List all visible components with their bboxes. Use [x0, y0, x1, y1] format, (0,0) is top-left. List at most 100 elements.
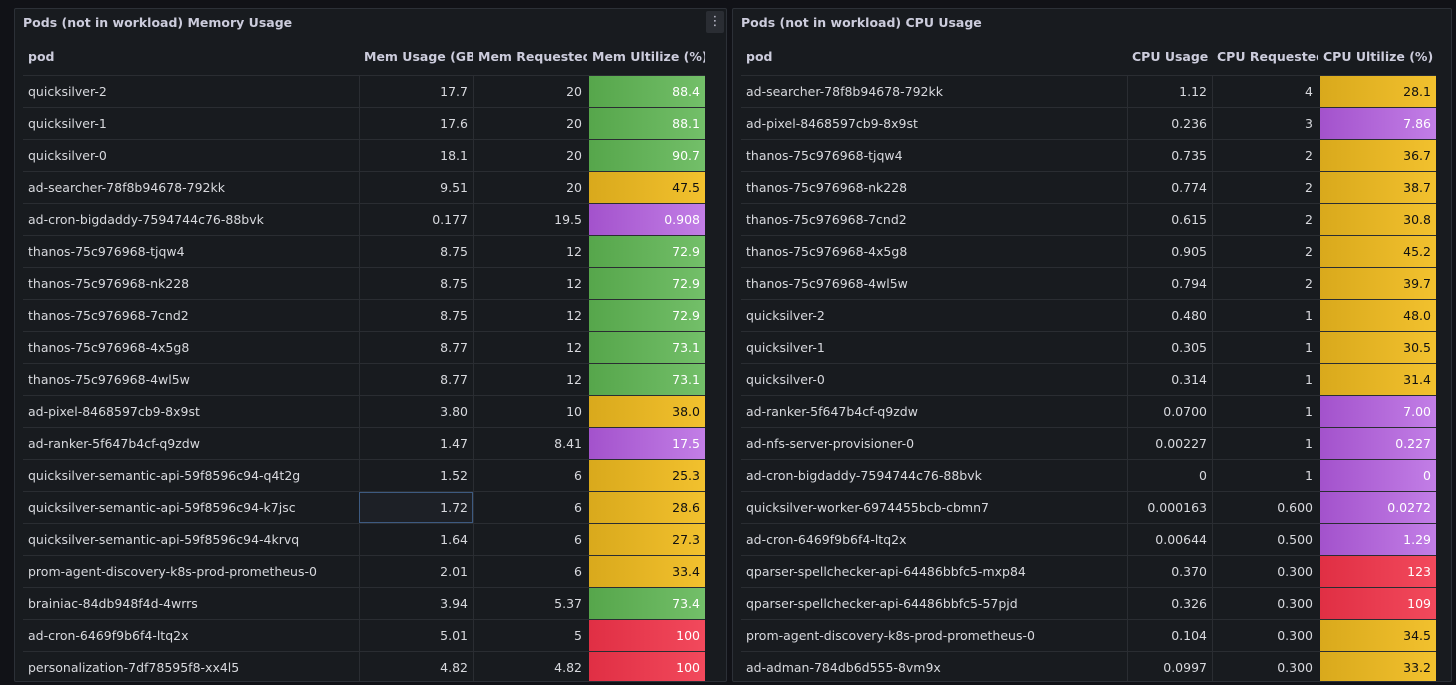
table-row[interactable]: ad-ranker-5f647b4cf-q9zdw 0.0700 1 7.00 [741, 395, 1436, 427]
table-row[interactable]: thanos-75c976968-nk228 0.774 2 38.7 [741, 171, 1436, 203]
requested-cell: 1 [1212, 300, 1318, 331]
panel-title[interactable]: Pods (not in workload) CPU Usage [741, 15, 982, 30]
table-row[interactable]: qparser-spellchecker-api-64486bbfc5-57pj… [741, 587, 1436, 619]
usage-cell: 0 [1127, 460, 1212, 491]
pod-name-cell: ad-searcher-78f8b94678-792kk [28, 180, 225, 195]
usage-cell: 0.735 [1127, 140, 1212, 171]
col-header-utilize[interactable]: CPU Ultilize (%) [1323, 49, 1434, 64]
usage-cell: 4.82 [359, 652, 473, 681]
usage-cell: 0.480 [1127, 300, 1212, 331]
table-row[interactable]: ad-nfs-server-provisioner-0 0.00227 1 0.227 [741, 427, 1436, 459]
requested-cell: 12 [473, 332, 587, 363]
usage-cell: 3.80 [359, 396, 473, 427]
table-row[interactable]: personalization-7df78595f8-xx4l5 4.82 4.82… [23, 651, 705, 681]
table-row[interactable]: thanos-75c976968-tjqw4 0.735 2 36.7 [741, 139, 1436, 171]
table-row[interactable]: thanos-75c976968-nk228 8.75 12 72.9 [23, 267, 705, 299]
pod-name-cell: thanos-75c976968-7cnd2 [28, 308, 189, 323]
usage-cell: 0.794 [1127, 268, 1212, 299]
table-row[interactable]: thanos-75c976968-7cnd2 8.75 12 72.9 [23, 299, 705, 331]
utilize-cell: 7.00 [1318, 396, 1436, 427]
table-row[interactable]: qparser-spellchecker-api-64486bbfc5-mxp8… [741, 555, 1436, 587]
usage-cell: 17.7 [359, 76, 473, 107]
table-row[interactable]: quicksilver-worker-6974455bcb-cbmn7 0.000… [741, 491, 1436, 523]
table-row[interactable]: ad-pixel-8468597cb9-8x9st 0.236 3 7.86 [741, 107, 1436, 139]
utilize-cell: 28.6 [587, 492, 705, 523]
table-row[interactable]: thanos-75c976968-tjqw4 8.75 12 72.9 [23, 235, 705, 267]
table-row[interactable]: ad-cron-6469f9b6f4-ltq2x 0.00644 0.500 1.29 [741, 523, 1436, 555]
requested-cell: 6 [473, 492, 587, 523]
col-header-utilize[interactable]: Mem Ultilize (%) [592, 49, 705, 64]
panel-header: Pods (not in workload) Memory Usage ⋮ [15, 9, 726, 37]
table-row[interactable]: ad-searcher-78f8b94678-792kk 9.51 20 47.5 [23, 171, 705, 203]
requested-cell: 1 [1212, 428, 1318, 459]
table-row[interactable]: quicksilver-2 17.7 20 88.4 [23, 75, 705, 107]
usage-cell: 1.52 [359, 460, 473, 491]
table-row[interactable]: thanos-75c976968-4wl5w 0.794 2 39.7 [741, 267, 1436, 299]
pod-name-cell: thanos-75c976968-nk228 [28, 276, 190, 291]
requested-cell: 4.82 [473, 652, 587, 681]
utilize-cell: 88.4 [587, 76, 705, 107]
pod-name-cell: qparser-spellchecker-api-64486bbfc5-mxp8… [746, 564, 1026, 579]
usage-cell: 8.77 [359, 332, 473, 363]
requested-cell: 5 [473, 620, 587, 651]
requested-cell: 12 [473, 268, 587, 299]
table-row[interactable]: quicksilver-semantic-api-59f8596c94-k7js… [23, 491, 705, 523]
table-row[interactable]: quicksilver-0 0.314 1 31.4 [741, 363, 1436, 395]
usage-cell: 8.75 [359, 236, 473, 267]
table-row[interactable]: ad-cron-bigdaddy-7594744c76-88bvk 0.177 19… [23, 203, 705, 235]
utilize-cell: 47.5 [587, 172, 705, 203]
col-header-pod[interactable]: pod [746, 49, 773, 64]
table-row[interactable]: ad-pixel-8468597cb9-8x9st 3.80 10 38.0 [23, 395, 705, 427]
requested-cell: 2 [1212, 140, 1318, 171]
pod-name-cell: ad-nfs-server-provisioner-0 [746, 436, 915, 451]
table-row[interactable]: quicksilver-2 0.480 1 48.0 [741, 299, 1436, 331]
requested-cell: 10 [473, 396, 587, 427]
utilize-cell: 0.908 [587, 204, 705, 235]
pod-name-cell: ad-ranker-5f647b4cf-q9zdw [746, 404, 918, 419]
requested-cell: 1 [1212, 460, 1318, 491]
col-header-usage[interactable]: CPU Usage [1132, 49, 1209, 64]
table-row[interactable]: thanos-75c976968-4wl5w 8.77 12 73.1 [23, 363, 705, 395]
pod-name-cell: qparser-spellchecker-api-64486bbfc5-57pj… [746, 596, 1018, 611]
panel-menu-icon[interactable]: ⋮ [706, 11, 724, 33]
utilize-cell: 38.7 [1318, 172, 1436, 203]
usage-cell: 1.72 [359, 492, 473, 523]
utilize-cell: 7.86 [1318, 108, 1436, 139]
pod-name-cell: quicksilver-semantic-api-59f8596c94-k7js… [28, 500, 296, 515]
requested-cell: 4 [1212, 76, 1318, 107]
table-row[interactable]: ad-cron-bigdaddy-7594744c76-88bvk 0 1 0 [741, 459, 1436, 491]
col-header-usage[interactable]: Mem Usage (GB [364, 49, 473, 64]
table-row[interactable]: ad-ranker-5f647b4cf-q9zdw 1.47 8.41 17.5 [23, 427, 705, 459]
panel-title[interactable]: Pods (not in workload) Memory Usage [23, 15, 293, 30]
pod-name-cell: quicksilver-1 [28, 116, 107, 131]
table-row[interactable]: ad-searcher-78f8b94678-792kk 1.12 4 28.1 [741, 75, 1436, 107]
table-row[interactable]: quicksilver-semantic-api-59f8596c94-q4t2… [23, 459, 705, 491]
pod-name-cell: ad-cron-bigdaddy-7594744c76-88bvk [746, 468, 982, 483]
table-row[interactable]: prom-agent-discovery-k8s-prod-prometheus… [23, 555, 705, 587]
table-row[interactable]: quicksilver-1 17.6 20 88.1 [23, 107, 705, 139]
pod-name-cell: ad-cron-6469f9b6f4-ltq2x [746, 532, 907, 547]
table-row[interactable]: thanos-75c976968-4x5g8 8.77 12 73.1 [23, 331, 705, 363]
requested-cell: 0.300 [1212, 556, 1318, 587]
usage-cell: 1.64 [359, 524, 473, 555]
table-row[interactable]: ad-cron-6469f9b6f4-ltq2x 5.01 5 100 [23, 619, 705, 651]
requested-cell: 1 [1212, 364, 1318, 395]
table-row[interactable]: thanos-75c976968-7cnd2 0.615 2 30.8 [741, 203, 1436, 235]
table-row[interactable]: ad-adman-784db6d555-8vm9x 0.0997 0.300 33.2 [741, 651, 1436, 681]
col-header-requested[interactable]: CPU Requested [1217, 49, 1318, 64]
col-header-pod[interactable]: pod [28, 49, 55, 64]
requested-cell: 19.5 [473, 204, 587, 235]
table-row[interactable]: quicksilver-0 18.1 20 90.7 [23, 139, 705, 171]
utilize-cell: 90.7 [587, 140, 705, 171]
table-row[interactable]: quicksilver-semantic-api-59f8596c94-4krv… [23, 523, 705, 555]
table-row[interactable]: brainiac-84db948f4d-4wrrs 3.94 5.37 73.4 [23, 587, 705, 619]
pod-name-cell: quicksilver-1 [746, 340, 825, 355]
table-row[interactable]: prom-agent-discovery-k8s-prod-prometheus… [741, 619, 1436, 651]
table-row[interactable]: thanos-75c976968-4x5g8 0.905 2 45.2 [741, 235, 1436, 267]
col-header-requested[interactable]: Mem Requested (G [478, 49, 587, 64]
requested-cell: 0.600 [1212, 492, 1318, 523]
table-row[interactable]: quicksilver-1 0.305 1 30.5 [741, 331, 1436, 363]
requested-cell: 20 [473, 172, 587, 203]
pod-name-cell: ad-cron-6469f9b6f4-ltq2x [28, 628, 189, 643]
pod-name-cell: thanos-75c976968-nk228 [746, 180, 908, 195]
